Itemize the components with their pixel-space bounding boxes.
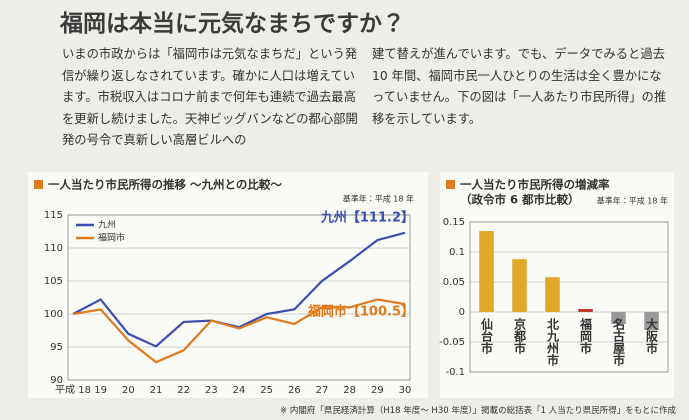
y-tick-label: 115 xyxy=(44,210,63,221)
legend-label: 福岡市 xyxy=(98,232,125,244)
line-series xyxy=(72,298,406,364)
category-label: 京都市 xyxy=(513,317,527,355)
x-tick-label: 21 xyxy=(150,385,163,396)
y-tick-label: 0.05 xyxy=(443,277,465,288)
bar xyxy=(545,277,560,312)
x-tick-label: 19 xyxy=(94,385,107,396)
line-series xyxy=(72,231,406,348)
category-label: 大阪市 xyxy=(645,317,659,355)
chart-subtitle: 基準年：平成 18 年 xyxy=(597,196,668,206)
plot-frame xyxy=(67,214,411,381)
legend-label: 九州 xyxy=(98,220,116,231)
x-tick-label: 20 xyxy=(122,385,135,396)
y-tick-label: 0.1 xyxy=(449,247,465,258)
bar xyxy=(512,259,527,312)
x-tick-label: 28 xyxy=(343,385,356,396)
y-tick-label: -0.1 xyxy=(445,367,465,378)
x-tick-label: 25 xyxy=(260,385,273,396)
category-label: 北九州市 xyxy=(546,317,560,367)
x-tick-label: 平成 18 xyxy=(55,384,91,396)
y-tick-label: -0.05 xyxy=(439,337,465,348)
bar xyxy=(479,231,494,312)
category-label: 福岡市 xyxy=(579,317,593,355)
chart-title: 一人当たり市民所得の増減率 xyxy=(460,178,610,192)
page-title: 福岡は本当に元気なまちですか？ xyxy=(60,11,405,37)
y-tick-label: 100 xyxy=(44,309,63,320)
y-tick-label: 0 xyxy=(459,307,465,318)
x-tick-label: 26 xyxy=(288,385,301,396)
y-tick-label: 90 xyxy=(50,375,63,386)
chart-panel xyxy=(28,172,428,398)
chart-title: 一人当たり市民所得の推移 ～九州との比較～ xyxy=(48,178,282,192)
y-tick-label: 105 xyxy=(44,276,63,287)
chart-subtitle: 基準年：平成 18 年 xyxy=(343,194,414,204)
category-label: 名古屋市 xyxy=(612,317,626,367)
x-tick-label: 24 xyxy=(233,385,246,396)
chart-title: （政令市 6 都市比較） xyxy=(460,193,580,207)
paragraph: いまの市政からは「福岡市は元気なまちだ」という発信が繰り返しなされています。確か… xyxy=(62,47,358,147)
category-label: 仙台市 xyxy=(480,317,494,355)
annotation: 九州【111.2】 xyxy=(320,210,414,226)
y-tick-label: 95 xyxy=(50,342,63,353)
x-tick-label: 29 xyxy=(371,385,384,396)
title-bullet xyxy=(34,180,43,189)
bar xyxy=(644,312,659,330)
x-tick-label: 30 xyxy=(399,385,412,396)
footnote: ※ 内閣府「県民経済計算（H18 年度～ H30 年度）」掲載の総括表「1 人当… xyxy=(280,406,677,416)
title-bullet xyxy=(446,180,455,189)
y-tick-label: 0.15 xyxy=(443,217,465,228)
x-tick-label: 23 xyxy=(205,385,218,396)
y-tick-label: 110 xyxy=(44,243,63,254)
x-tick-label: 22 xyxy=(177,385,190,396)
bar xyxy=(611,312,626,324)
bar xyxy=(578,309,593,312)
paragraph: 建て替えが進んでいます。でも、データでみると過去 10 年間、福岡市民一人ひとり… xyxy=(372,47,667,126)
plot-frame xyxy=(469,221,669,373)
annotation: 福岡市【100.5】 xyxy=(307,304,414,320)
x-tick-label: 27 xyxy=(316,385,329,396)
